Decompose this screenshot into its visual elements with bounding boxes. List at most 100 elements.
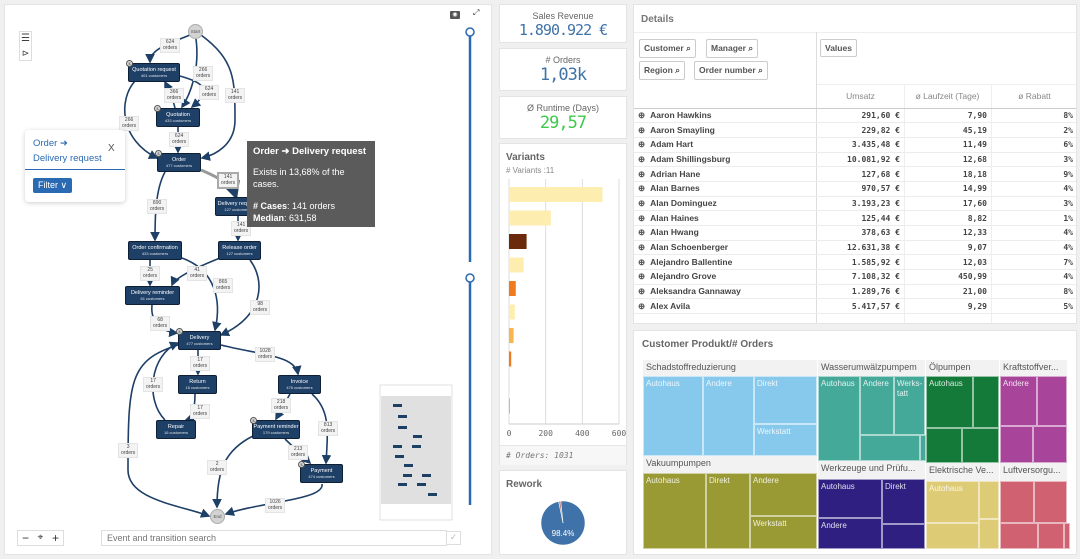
treemap-cell[interactable]: Direkt: [754, 376, 817, 424]
column-header-umsatz[interactable]: Umsatz: [846, 91, 875, 101]
edge-label[interactable]: 218 orders: [271, 398, 292, 413]
treemap-cell[interactable]: [1034, 481, 1067, 523]
node-invoice[interactable]: Invoice 476 customers: [278, 375, 321, 394]
expand-row-icon[interactable]: ⊕: [638, 242, 646, 253]
node-repair[interactable]: Repair 16 customers: [156, 420, 196, 439]
treemap-group-header[interactable]: Kraftstoffver...: [1000, 360, 1067, 376]
edge-label[interactable]: 1028 orders: [255, 347, 276, 362]
edge-label[interactable]: 266 orders: [193, 66, 214, 81]
treemap-cell[interactable]: [962, 428, 999, 463]
column-header-laufzeit[interactable]: ø Laufzeit (Tage): [915, 91, 980, 101]
treemap-cell[interactable]: Autohaus: [818, 376, 860, 461]
expand-row-icon[interactable]: ⊕: [638, 300, 646, 311]
expand-icon[interactable]: ⤢: [473, 8, 480, 17]
treemap-cell[interactable]: Andere: [1000, 376, 1037, 426]
start-node[interactable]: Start: [188, 24, 203, 39]
edge-label[interactable]: 25 orders: [140, 266, 161, 281]
edge-label[interactable]: 3 orders: [118, 443, 139, 458]
edge-label[interactable]: 213 orders: [288, 445, 309, 460]
variant-bar[interactable]: [509, 210, 551, 226]
table-row[interactable]: ⊕ Alan Dominguez 3.193,23 €17,60 3%: [634, 196, 1076, 212]
check-icon[interactable]: ✓: [446, 531, 461, 545]
variant-bar[interactable]: [509, 351, 512, 367]
treemap-cell[interactable]: [1064, 523, 1070, 549]
menu-icon[interactable]: ☰: [21, 33, 30, 44]
treemap-cell[interactable]: [1037, 376, 1067, 426]
table-row[interactable]: ⊕ Alex Avila 5.417,57 €9,29 5%: [634, 298, 1076, 315]
node-order[interactable]: Order 477 customers: [157, 153, 201, 172]
pie-slice[interactable]: [558, 500, 564, 524]
expand-row-icon[interactable]: ⊕: [638, 286, 646, 297]
node-delivery-reminder[interactable]: Delivery reminder 61 customers: [125, 286, 180, 305]
treemap-group-header[interactable]: Wasserumwälzpumpem: [818, 360, 925, 376]
filter-chip-region[interactable]: Region ⌕: [639, 61, 685, 80]
treemap-cell[interactable]: Autohaus: [643, 376, 703, 456]
filter-chip-customer[interactable]: Customer ⌕: [639, 39, 696, 58]
treemap-cell[interactable]: Autohaus: [926, 376, 973, 428]
treemap-group-header[interactable]: Elektrische Ve...: [926, 463, 999, 481]
edge-label[interactable]: 865 orders: [213, 278, 234, 293]
table-row[interactable]: ⊕ Alan Haines 125,44 €8,82 1%: [634, 210, 1076, 226]
treemap-cell[interactable]: [979, 519, 999, 549]
node-quotation-request[interactable]: Quotation request 401 customers: [128, 63, 180, 82]
treemap-group-header[interactable]: Werkzeuge und Prüfu...: [818, 461, 925, 479]
slider-handle-paths[interactable]: [465, 273, 475, 283]
filter-chip-manager[interactable]: Manager ⌕: [706, 39, 759, 58]
expand-row-icon[interactable]: ⊕: [638, 109, 646, 120]
table-row[interactable]: ⊕ Alan Barnes 970,57 €14,99 4%: [634, 181, 1076, 197]
slider-handle-activities[interactable]: [465, 27, 475, 37]
table-row[interactable]: ⊕ Alejandro Ballentine 1.585,92 €12,03 7%: [634, 254, 1076, 271]
table-row[interactable]: ⊕ Aleksandra Gannaway 1.289,76 €21,00 8%: [634, 284, 1076, 300]
expand-row-icon[interactable]: ⊕: [638, 168, 646, 179]
table-row[interactable]: ⊕ Alejandro Grove 7.108,32 €450,99 4%: [634, 269, 1076, 285]
zoom-out-icon[interactable]: −: [21, 531, 29, 545]
node-payment[interactable]: Payment 474 customers: [300, 464, 343, 483]
expand-row-icon[interactable]: ⊕: [638, 124, 646, 135]
expand-row-icon[interactable]: ⊕: [638, 153, 646, 164]
expand-row-icon[interactable]: ⊕: [638, 139, 646, 150]
treemap-cell[interactable]: Andere: [860, 376, 894, 435]
edge-label[interactable]: 1026 orders: [265, 498, 286, 513]
treemap-cell[interactable]: Werks- tatt: [894, 376, 925, 435]
edge-label[interactable]: 141 orders: [231, 221, 252, 236]
treemap-cell[interactable]: Werkstatt: [754, 424, 817, 456]
edge-label[interactable]: 98 orders: [250, 300, 271, 315]
edge-label[interactable]: 266 orders: [119, 116, 140, 131]
column-header-rabatt[interactable]: ø Rabatt: [1018, 91, 1051, 101]
edge-label[interactable]: 141 orders: [225, 88, 246, 103]
zoom-in-icon[interactable]: +: [51, 531, 59, 545]
treemap-group-header[interactable]: Ölpumpen: [926, 360, 999, 376]
variant-bar[interactable]: [509, 304, 515, 320]
edge-label[interactable]: 366 orders: [164, 88, 185, 103]
treemap-cell[interactable]: Andere: [703, 376, 754, 456]
expand-row-icon[interactable]: ⊕: [638, 183, 646, 194]
treemap-cell[interactable]: [1000, 523, 1038, 549]
variant-bar[interactable]: [509, 398, 510, 414]
expand-row-icon[interactable]: ⊕: [638, 212, 646, 223]
expand-row-icon[interactable]: ⊕: [638, 227, 646, 238]
node-delivery[interactable]: Delivery 477 customers: [178, 331, 221, 350]
treemap-cell[interactable]: [926, 428, 962, 463]
variant-bar[interactable]: [509, 328, 514, 343]
treemap-cell[interactable]: Andere: [818, 518, 882, 549]
expand-row-icon[interactable]: ⊕: [638, 197, 646, 208]
treemap-cell[interactable]: Direkt: [882, 479, 925, 524]
treemap-cell[interactable]: [882, 524, 925, 549]
edge-label[interactable]: 624 orders: [199, 85, 220, 100]
treemap-cell[interactable]: [1038, 523, 1064, 549]
variant-bar[interactable]: [509, 281, 516, 296]
minimap[interactable]: [379, 384, 453, 521]
node-release-order[interactable]: Release order 127 customers: [218, 241, 261, 260]
treemap-group-header[interactable]: Schadstoffreduzierung: [643, 360, 817, 376]
treemap-cell[interactable]: [1033, 426, 1067, 463]
edge-label[interactable]: 17 orders: [143, 377, 164, 392]
table-row[interactable]: ⊕ Aaron Hawkins 291,60 €7,90 8%: [634, 108, 1076, 124]
node-return[interactable]: Return 16 customers: [178, 375, 217, 394]
treemap-cell[interactable]: [860, 435, 920, 461]
treemap-cell[interactable]: Direkt: [706, 473, 750, 549]
event-search-input[interactable]: [101, 530, 447, 546]
table-row[interactable]: ⊕ Adam Shillingsburg 10.081,92 €12,68 3%: [634, 152, 1076, 168]
table-row[interactable]: ⊕ Adam Hart 3.435,48 €11,49 6%: [634, 137, 1076, 153]
edge-label[interactable]: 890 orders: [147, 199, 168, 214]
treemap-cell[interactable]: [926, 523, 979, 549]
